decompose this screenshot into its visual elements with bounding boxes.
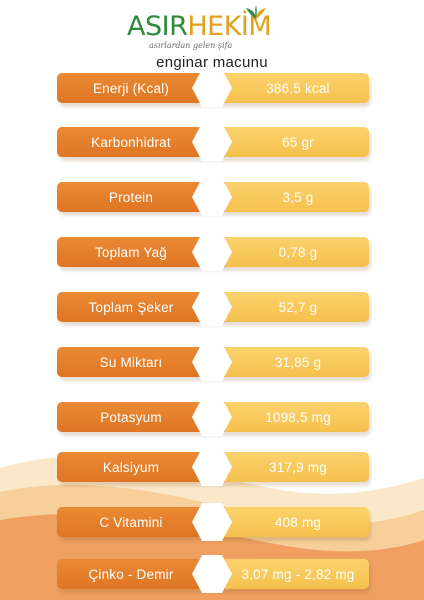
nutrient-value: 1098,5 mg	[265, 409, 331, 425]
value-cell	[225, 182, 369, 212]
nutrition-row: Toplam Şeker 52,7 g	[57, 288, 369, 326]
header: ASIRHEKİM asırlardan gelen şifa enginar …	[0, 5, 424, 72]
logo-text-part1: ASIR	[127, 11, 188, 42]
value-cell	[225, 507, 369, 537]
hexagon-separator-icon	[192, 233, 232, 271]
nutrient-value: 317,9 mg	[269, 459, 327, 475]
hexagon-separator-icon	[192, 288, 232, 326]
value-cell	[225, 127, 369, 157]
nutrient-value: 65 gr	[282, 134, 314, 150]
nutrient-value: 3,07 mg - 2,82 mg	[241, 566, 355, 582]
nutrient-value: 0,78 g	[278, 244, 318, 260]
leaf-icon	[246, 5, 266, 19]
nutrition-row: Kalsiyum 317,9 mg	[57, 448, 369, 486]
hexagon-separator-icon	[192, 503, 232, 541]
nutrient-label: Protein	[108, 189, 154, 205]
value-cell	[225, 452, 369, 482]
hexagon-separator-icon	[192, 398, 232, 436]
nutrition-row: Toplam Yağ 0,78 g	[57, 233, 369, 271]
nutrient-label: Su Miktarı	[99, 354, 163, 370]
nutrition-row: Protein 3,5 g	[57, 178, 369, 216]
hexagon-separator-icon	[192, 178, 232, 216]
nutrient-label: Kalsiyum	[102, 459, 160, 475]
nutrient-label: C Vitamini	[99, 514, 163, 530]
nutrient-label: Çinko - Demir	[88, 566, 174, 582]
nutrient-label: Toplam Şeker	[88, 299, 174, 315]
value-cell	[225, 73, 369, 103]
nutrient-value: 3,5 g	[282, 189, 314, 205]
brand-tagline: asırlardan gelen şifa	[149, 41, 233, 50]
nutrient-value: 52,7 g	[278, 299, 318, 315]
nutrient-value: 386,5 kcal	[266, 80, 330, 96]
value-cell	[225, 237, 369, 267]
nutrition-row: Potasyum 1098,5 mg	[57, 398, 369, 436]
nutrient-label: Toplam Yağ	[94, 244, 168, 260]
hexagon-separator-icon	[192, 555, 232, 593]
nutrient-label: Potasyum	[100, 409, 162, 425]
nutrition-row: Karbonhidrat 65 gr	[57, 123, 369, 161]
value-cell	[225, 292, 369, 322]
product-name: enginar macunu	[156, 54, 268, 71]
hexagon-separator-icon	[192, 123, 232, 161]
nutrient-value: 408 mg	[274, 514, 322, 530]
nutrition-row: Su Miktarı 31,85 g	[57, 343, 369, 381]
nutrient-value: 31,85 g	[274, 354, 322, 370]
nutrition-row: C Vitamini 408 mg	[57, 503, 369, 541]
hexagon-separator-icon	[192, 69, 232, 107]
nutrient-label: Karbonhidrat	[91, 134, 171, 150]
hexagon-separator-icon	[192, 343, 232, 381]
nutrition-row: Çinko - Demir 3,07 mg - 2,82 mg	[57, 555, 369, 593]
nutrition-row: Enerji (Kcal) 386,5 kcal	[57, 69, 369, 107]
hexagon-separator-icon	[192, 448, 232, 486]
nutrient-label: Enerji (Kcal)	[92, 80, 170, 96]
value-cell	[225, 559, 369, 589]
value-cell	[225, 402, 369, 432]
value-cell	[225, 347, 369, 377]
